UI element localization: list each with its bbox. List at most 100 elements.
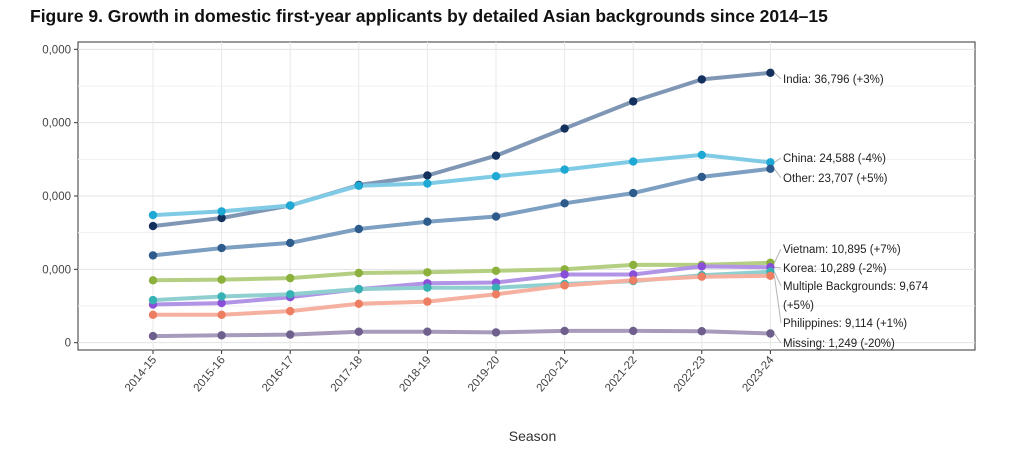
series-line-india <box>151 70 773 229</box>
data-point <box>766 158 775 167</box>
data-point <box>423 297 432 306</box>
series-line-china <box>151 152 773 218</box>
x-tick-label: 2014-15 <box>123 354 159 394</box>
label-leader-line <box>773 168 782 179</box>
data-point <box>423 171 432 180</box>
data-point <box>217 207 226 216</box>
data-point <box>217 243 226 253</box>
data-point <box>629 188 638 198</box>
series-line-korea <box>151 264 773 307</box>
data-point <box>629 97 638 106</box>
data-point <box>354 181 363 190</box>
series-end-label: China: 24,588 (-4%) <box>783 153 886 165</box>
data-point <box>217 213 226 223</box>
series-end-label-continued: (+5%) <box>783 300 814 312</box>
y-tick-label: 0,000 <box>42 118 71 130</box>
data-point <box>286 306 295 316</box>
data-point <box>148 310 158 319</box>
data-point <box>423 283 432 292</box>
data-point <box>766 329 775 338</box>
data-point <box>354 224 363 234</box>
data-point <box>217 292 226 301</box>
series-end-label: India: 36,796 (+3%) <box>783 74 884 86</box>
data-point <box>766 68 775 78</box>
series-line-philippines <box>151 273 773 317</box>
data-point <box>286 290 295 299</box>
series-line-vietnam <box>151 260 773 283</box>
series-end-label: Multiple Backgrounds: 9,674 <box>783 281 929 293</box>
data-point <box>354 284 363 294</box>
data-point <box>491 212 501 221</box>
x-axis-title: Season <box>509 428 556 444</box>
data-point <box>560 270 569 279</box>
data-point <box>354 299 363 308</box>
series-end-label: Philippines: 9,114 (+1%) <box>783 318 907 330</box>
data-point <box>354 327 363 336</box>
y-tick-label: 0 <box>65 338 71 350</box>
data-point <box>286 273 295 283</box>
data-point <box>148 210 158 220</box>
data-point <box>491 290 501 299</box>
data-point <box>697 172 706 182</box>
data-point <box>217 331 226 340</box>
series-end-label: Other: 23,707 (+5%) <box>783 173 888 185</box>
data-point <box>491 151 501 160</box>
data-point <box>491 328 501 337</box>
data-point <box>697 262 706 271</box>
label-leader-line <box>773 275 782 324</box>
data-point <box>697 272 706 281</box>
data-point <box>491 172 501 181</box>
data-point <box>629 270 638 279</box>
series-end-label: Korea: 10,289 (-2%) <box>783 263 887 275</box>
series-end-label: Missing: 1,249 (-20%) <box>783 338 895 350</box>
x-tick-label: 2019-20 <box>466 354 502 394</box>
data-point <box>697 75 706 84</box>
data-point <box>560 326 569 336</box>
data-point <box>217 310 226 319</box>
label-leader-line <box>773 271 782 287</box>
data-point <box>491 266 501 275</box>
data-point <box>423 327 432 336</box>
data-point <box>286 201 295 210</box>
data-point <box>217 298 226 308</box>
data-point <box>148 276 158 285</box>
y-tick-label: 0,000 <box>42 44 71 56</box>
x-tick-label: 2015-16 <box>192 354 228 394</box>
y-tick-label: 0,000 <box>42 191 71 203</box>
label-leader-line <box>773 333 782 344</box>
data-point <box>766 271 775 281</box>
data-point <box>560 165 569 174</box>
data-point <box>697 327 706 336</box>
data-point <box>491 283 501 292</box>
label-leader-line <box>774 157 782 163</box>
series-line-other <box>151 166 773 258</box>
data-point <box>629 260 638 270</box>
data-point <box>286 238 295 248</box>
chart-title: Figure 9. Growth in domestic first-year … <box>30 6 828 26</box>
data-point <box>629 157 638 166</box>
x-tick-label: 2016-17 <box>260 354 296 394</box>
data-point <box>148 251 158 260</box>
data-point <box>560 281 569 290</box>
data-point <box>766 164 775 174</box>
series-line-missing <box>151 328 773 339</box>
data-point <box>148 221 158 231</box>
data-point <box>423 179 432 188</box>
data-point <box>148 295 158 305</box>
label-leader-line <box>774 266 782 269</box>
x-tick-label: 2020-21 <box>535 354 571 394</box>
data-point <box>148 331 158 341</box>
data-point <box>697 150 706 160</box>
label-leader-line <box>773 248 782 263</box>
data-point <box>629 276 638 285</box>
label-leader-line <box>774 72 782 80</box>
x-tick-label: 2022-23 <box>672 354 708 394</box>
series-end-label: Vietnam: 10,895 (+7%) <box>783 244 901 256</box>
data-point <box>354 268 363 278</box>
x-tick-label: 2021-22 <box>603 354 639 394</box>
x-tick-label: 2023-24 <box>740 354 777 395</box>
data-point <box>217 275 226 284</box>
x-tick-label: 2018-19 <box>397 354 433 394</box>
y-tick-label: 0,000 <box>42 264 71 276</box>
